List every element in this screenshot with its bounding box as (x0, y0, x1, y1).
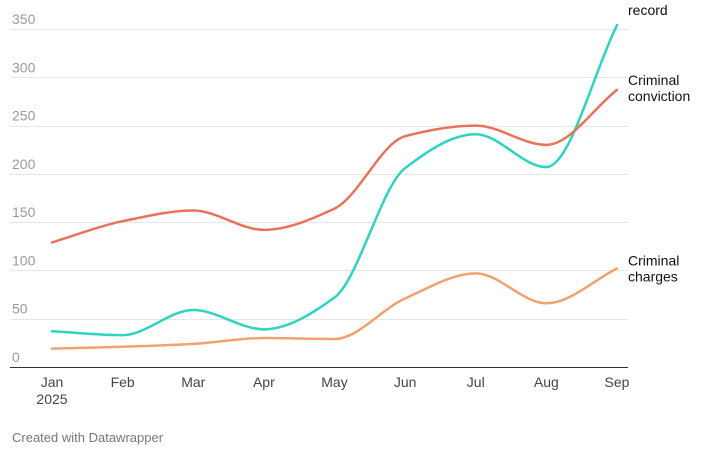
y-tick-label: 300 (12, 59, 36, 75)
series-label-no-criminal-record: criminal (628, 0, 676, 2)
x-tick-label: Apr (253, 374, 275, 390)
series-label-criminal-charges: charges (628, 268, 678, 284)
series-labels: NocriminalrecordCriminalconvictionCrimin… (628, 0, 690, 284)
y-tick-label: 350 (12, 11, 36, 27)
series-lines (50, 23, 619, 350)
y-tick-label: 200 (12, 156, 36, 172)
series-line-no-criminal-record (50, 23, 619, 337)
y-tick-label: 100 (12, 252, 36, 268)
x-tick-label: Aug (534, 374, 559, 390)
x-tick-label: Jan (41, 374, 64, 390)
x-tick-label: Jul (467, 374, 485, 390)
x-tick-sublabel: 2025 (36, 391, 67, 407)
gridlines (10, 29, 628, 368)
y-tick-label: 50 (12, 301, 28, 317)
series-line-criminal-conviction (50, 88, 619, 244)
series-line-criminal-charges (50, 267, 619, 350)
x-tick-label: Feb (111, 374, 135, 390)
series-label-criminal-conviction: conviction (628, 88, 690, 104)
x-tick-label: Sep (605, 374, 630, 390)
x-tick-label: Mar (181, 374, 205, 390)
y-axis: 0 50 100 150 200 250 300 350 (12, 11, 36, 365)
series-label-criminal-charges: Criminal (628, 252, 679, 268)
y-tick-label: 0 (12, 349, 20, 365)
y-tick-label: 150 (12, 204, 36, 220)
x-tick-label: Jun (394, 374, 417, 390)
y-tick-label: 250 (12, 108, 36, 124)
series-label-no-criminal-record: record (628, 2, 668, 18)
credit-text: Created with Datawrapper (12, 430, 164, 445)
x-tick-label: May (321, 374, 347, 390)
series-label-criminal-conviction: Criminal (628, 72, 679, 88)
